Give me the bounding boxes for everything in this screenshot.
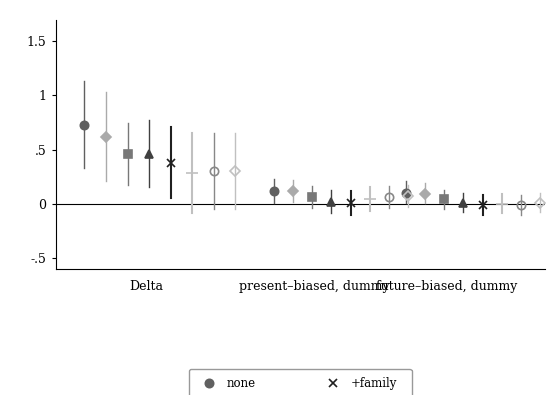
Legend: none, risk, +exogeneous, +region, +family, +educ, +income, +work: none, risk, +exogeneous, +region, +famil… (188, 369, 412, 395)
